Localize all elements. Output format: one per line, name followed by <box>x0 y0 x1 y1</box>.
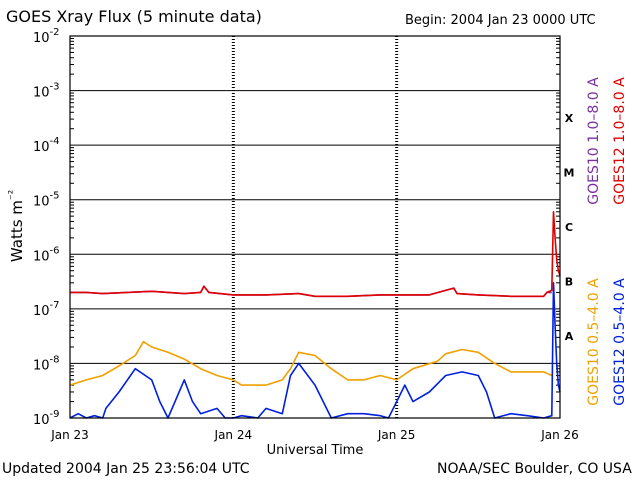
flare-class-labels: A B C M X <box>564 112 575 343</box>
series-line <box>69 340 553 386</box>
flare-class-label: C <box>565 221 573 234</box>
y-tick-label: 10-5 <box>33 191 60 210</box>
x-tick-label: Jan 25 <box>377 428 416 442</box>
y-tick-label: 10-2 <box>33 27 60 46</box>
updated-timestamp: Updated 2004 Jan 25 23:56:04 UTC <box>2 461 250 477</box>
x-tick-label: Jan 24 <box>214 428 253 442</box>
legend-item: GOES12 1.0–8.0 A <box>612 77 628 205</box>
begin-time: Begin: 2004 Jan 23 0000 UTC <box>405 13 596 28</box>
plot-frame <box>69 35 561 419</box>
x-tick-label: Jan 23 <box>50 428 89 442</box>
series-line <box>70 211 561 298</box>
legend-item: GOES10 1.0–8.0 A <box>586 77 602 205</box>
grid-lines <box>70 36 560 418</box>
y-tick-label: 10-8 <box>33 354 60 373</box>
legend: GOES10 1.0–8.0 A GOES12 1.0–8.0 A GOES10 0… <box>586 77 628 406</box>
y-tick-label: 10-3 <box>33 82 60 101</box>
series-line <box>69 281 561 419</box>
credit-text: NOAA/SEC Boulder, CO USA <box>437 461 632 477</box>
y-tick-label: 10-9 <box>33 409 60 428</box>
series-layer <box>69 211 561 419</box>
x-axis-labels: Jan 23 Jan 24 Jan 25 Jan 26 <box>50 428 579 442</box>
y-axis-title: Watts m⁻² <box>6 190 26 262</box>
y-tick-label: 10-7 <box>33 300 60 319</box>
chart-title: GOES Xray Flux (5 minute data) <box>6 7 262 26</box>
y-tick-label: 10-4 <box>33 136 60 155</box>
y-axis-labels: 10-9 10-8 10-7 10-6 10-5 10-4 10-3 10-2 <box>33 27 60 428</box>
flare-class-label: M <box>564 166 575 179</box>
flare-class-label: X <box>565 112 574 125</box>
legend-item: GOES10 0.5–4.0 A <box>586 278 602 406</box>
x-tick-label: Jan 26 <box>540 428 579 442</box>
legend-item: GOES12 0.5–4.0 A <box>612 278 628 406</box>
x-axis-title: Universal Time <box>267 443 364 458</box>
flare-class-label: A <box>565 330 574 343</box>
y-axis-ticks <box>70 37 560 403</box>
y-tick-label: 10-6 <box>33 245 60 264</box>
flare-class-label: B <box>565 276 573 289</box>
